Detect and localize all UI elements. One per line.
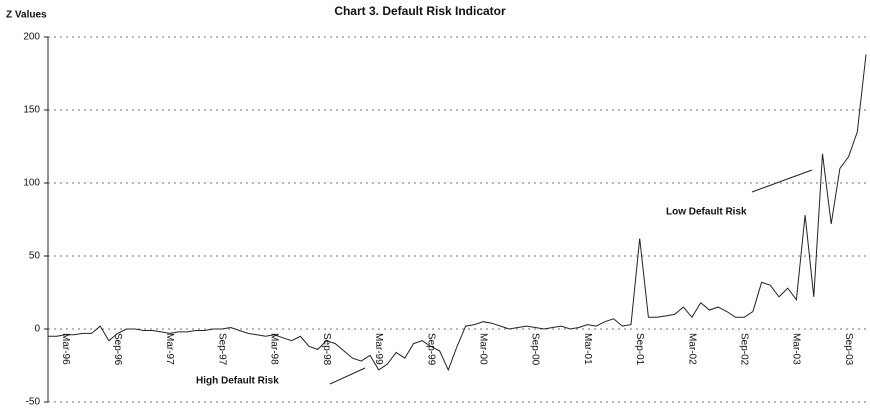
x-tick-label: Sep-99 — [425, 333, 436, 366]
x-tick-label: Mar-98 — [269, 333, 280, 365]
x-tick-label: Sep-02 — [739, 333, 750, 366]
y-tick-label: 200 — [23, 32, 40, 43]
annotation-pointer — [329, 367, 366, 385]
x-tick-label: Mar-01 — [582, 333, 593, 365]
x-tick-label: Sep-98 — [321, 333, 332, 366]
chart-title: Chart 3. Default Risk Indicator — [334, 4, 506, 18]
x-tick-label: Sep-03 — [843, 333, 854, 366]
y-tick-label: 50 — [29, 251, 41, 262]
x-tick-label: Mar-99 — [373, 333, 384, 365]
y-tick-label: 0 — [34, 324, 40, 335]
x-tick-label: Mar-96 — [60, 333, 71, 365]
x-tick-label: Mar-00 — [477, 333, 488, 365]
annotation-pointer — [751, 169, 813, 193]
x-tick-label: Mar-03 — [791, 333, 802, 365]
annotation: Low Default Risk — [666, 207, 747, 218]
x-tick-label: Sep-96 — [112, 333, 123, 366]
x-tick-label: Mar-02 — [686, 333, 697, 365]
annotation: High Default Risk — [196, 376, 279, 387]
y-tick-label: -50 — [26, 397, 41, 408]
x-tick-label: Sep-01 — [634, 333, 645, 366]
x-tick-label: Mar-97 — [164, 333, 175, 365]
x-tick-label: Sep-00 — [530, 333, 541, 366]
y-tick-label: 150 — [23, 105, 40, 116]
y-axis-label: Z Values — [6, 10, 47, 21]
data-line — [48, 54, 867, 372]
y-tick-label: 100 — [23, 178, 40, 189]
x-tick-label: Sep-97 — [216, 333, 227, 366]
